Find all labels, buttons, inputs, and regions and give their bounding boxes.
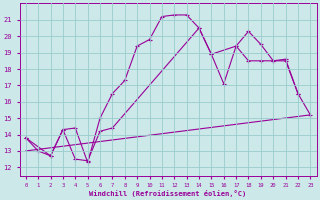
- X-axis label: Windchill (Refroidissement éolien,°C): Windchill (Refroidissement éolien,°C): [90, 190, 247, 197]
